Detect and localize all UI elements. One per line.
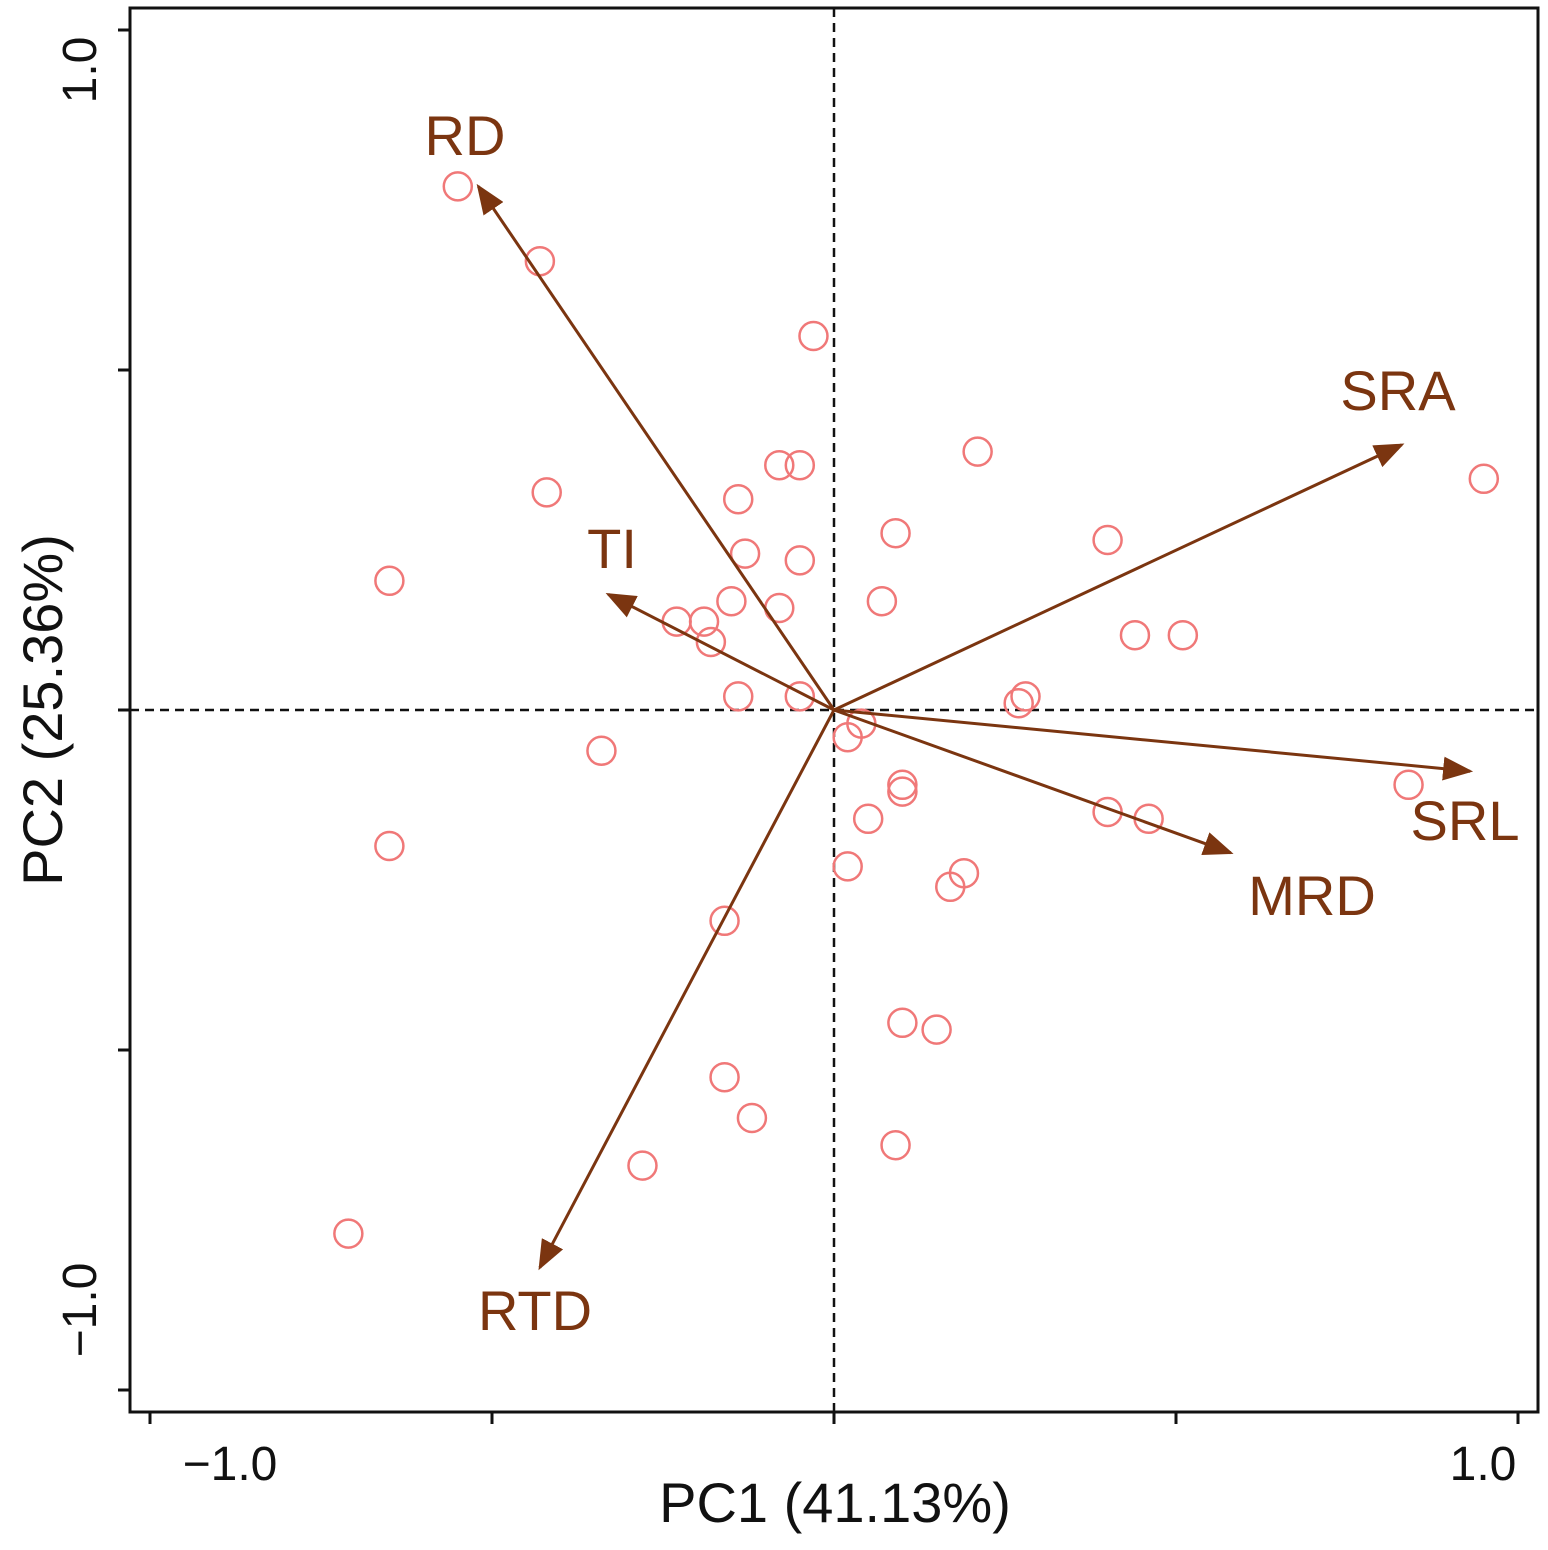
score-point [1092, 524, 1123, 556]
loading-label-mrd: MRD [1248, 864, 1376, 927]
score-point [709, 905, 740, 937]
loading-arrow-srl [833, 708, 1474, 781]
score-point [709, 1061, 740, 1093]
y-tick-label: −1.0 [54, 1263, 107, 1358]
score-point [798, 320, 829, 352]
score-point [784, 449, 816, 481]
loading-arrow-rd [476, 183, 836, 711]
score-point [784, 545, 816, 576]
loading-label-rd: RD [425, 104, 506, 167]
loading-label-rtd: RTD [478, 1279, 592, 1342]
y-axis-title: PC2 (25.36%) [11, 534, 74, 886]
score-point [880, 1129, 911, 1161]
score-point [688, 606, 720, 637]
score-point [722, 681, 754, 712]
score-point [1003, 687, 1034, 719]
y-axis: −1.0 1.0 [54, 28, 130, 1392]
score-point [586, 735, 617, 767]
score-point [935, 871, 966, 903]
score-point [695, 626, 727, 658]
score-point [722, 483, 754, 515]
loading-label-ti: TI [587, 517, 637, 580]
score-point [442, 171, 474, 202]
score-point [880, 517, 911, 549]
y-tick-label: 1.0 [54, 37, 107, 104]
score-point [1167, 619, 1199, 651]
loading-arrow-ti [605, 593, 835, 712]
score-point [716, 585, 747, 617]
score-point [764, 449, 795, 481]
x-tick-label: −1.0 [183, 1438, 278, 1491]
score-point [374, 830, 405, 862]
score-point [784, 681, 816, 712]
score-point [832, 851, 863, 882]
loading-arrow-rtd [538, 709, 836, 1271]
loading-arrow-sra [833, 443, 1405, 712]
score-point [764, 592, 795, 624]
score-point [852, 803, 884, 835]
score-point [627, 1150, 658, 1181]
score-point [962, 436, 993, 467]
score-point [832, 721, 863, 753]
x-axis: −1.0 1.0 [148, 1412, 1520, 1491]
score-point [921, 1014, 952, 1045]
score-point [333, 1218, 364, 1249]
score-point [866, 585, 898, 617]
score-point [887, 1007, 918, 1039]
score-point [374, 565, 405, 597]
x-tick-label: 1.0 [1450, 1438, 1517, 1491]
score-point [887, 776, 918, 807]
loading-arrow-mrd [833, 708, 1234, 855]
x-axis-title: PC1 (41.13%) [659, 1471, 1011, 1534]
score-point [531, 477, 562, 508]
score-point [1468, 463, 1500, 495]
score-point [887, 769, 918, 801]
score-point [736, 1102, 768, 1134]
loading-label-srl: SRL [1411, 789, 1520, 852]
score-point [661, 606, 692, 637]
loading-label-sra: SRA [1340, 359, 1456, 422]
score-point [1119, 619, 1151, 651]
score-point [729, 538, 761, 569]
score-point [1393, 769, 1424, 801]
reference-lines [130, 8, 1538, 1412]
score-point [1010, 681, 1041, 712]
loading-arrows: RD SRA TI SRL MRD RTD [425, 104, 1520, 1342]
score-points [333, 171, 1500, 1249]
